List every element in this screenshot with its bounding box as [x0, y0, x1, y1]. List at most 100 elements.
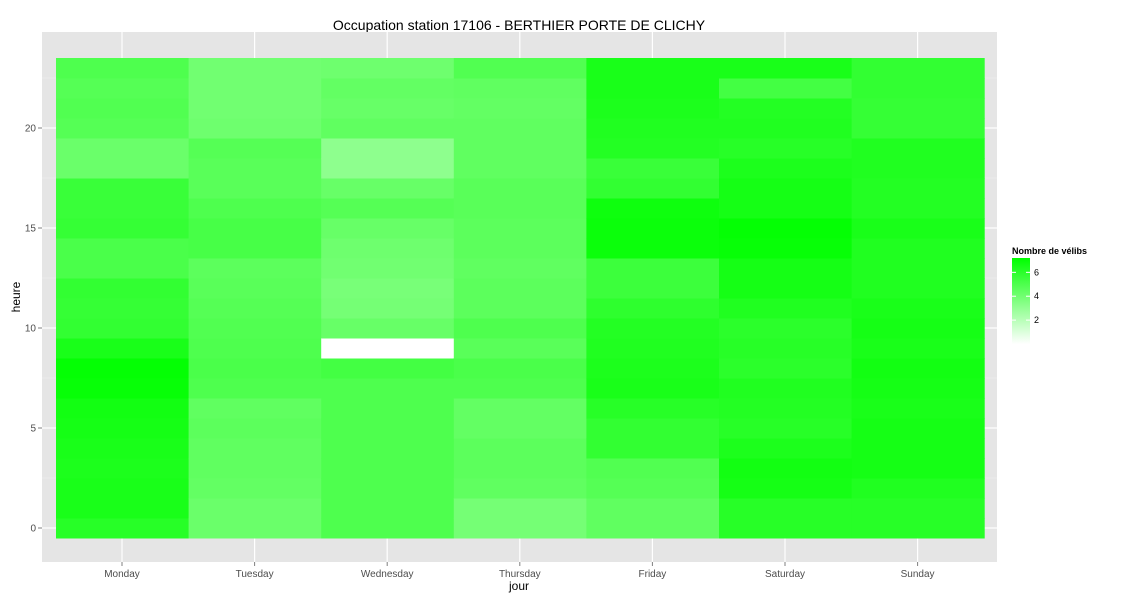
heatmap-tile — [453, 498, 587, 519]
heatmap-tile — [586, 278, 720, 299]
heatmap-tile — [851, 238, 985, 259]
heatmap-tile — [56, 418, 190, 439]
legend-ticks: 2 4 6 — [1012, 267, 1039, 325]
heatmap-tile — [56, 478, 190, 499]
heatmap-tile — [719, 278, 853, 299]
heatmap-tile — [188, 258, 322, 279]
heatmap-tile — [56, 218, 190, 239]
heatmap-tile — [586, 318, 720, 339]
chart-title: Occupation station 17106 - BERTHIER PORT… — [333, 17, 706, 33]
heatmap-tile — [851, 278, 985, 299]
heatmap-tile — [321, 238, 455, 259]
heatmap-tile — [56, 198, 190, 219]
heatmap-tile — [851, 358, 985, 379]
heatmap-tile — [56, 278, 190, 299]
heatmap-tile — [321, 138, 455, 159]
heatmap-tile — [719, 318, 853, 339]
heatmap-tile — [851, 438, 985, 459]
heatmap-tile — [719, 198, 853, 219]
heatmap-tile — [453, 218, 587, 239]
heatmap-tile — [851, 158, 985, 179]
heatmap-tile — [851, 498, 985, 519]
heatmap-tile — [188, 78, 322, 99]
y-tick-label: 15 — [25, 224, 37, 235]
heatmap-tile — [719, 118, 853, 139]
heatmap-tile — [719, 178, 853, 199]
heatmap-tile — [188, 98, 322, 119]
heatmap-tile — [453, 458, 587, 479]
heatmap-tile — [321, 338, 455, 359]
heatmap-tile — [321, 58, 455, 79]
heatmap-tile — [851, 378, 985, 399]
heatmap-tile — [188, 178, 322, 199]
heatmap-tile — [719, 358, 853, 379]
y-tick-label: 10 — [25, 324, 37, 335]
heatmap-tile — [56, 338, 190, 359]
x-axis-ticks: Monday Tuesday Wednesday Thursday Friday Satu… — [104, 562, 935, 580]
heatmap-tile — [586, 438, 720, 459]
heatmap-tile — [719, 238, 853, 259]
heatmap-tile — [56, 458, 190, 479]
heatmap-tile — [188, 498, 322, 519]
heatmap-tile — [321, 158, 455, 179]
heatmap-tile — [188, 358, 322, 379]
heatmap-tile — [321, 478, 455, 499]
heatmap-tile — [188, 398, 322, 419]
heatmap-tile — [56, 58, 190, 79]
heatmap-tile — [453, 398, 587, 419]
heatmap-tile — [719, 398, 853, 419]
heatmap-tile — [586, 478, 720, 499]
heatmap-tile — [851, 138, 985, 159]
heatmap-tile — [719, 298, 853, 319]
heatmap-tile — [586, 378, 720, 399]
heatmap-tile — [453, 278, 587, 299]
heatmap-tile — [188, 458, 322, 479]
heatmap-tile — [188, 238, 322, 259]
x-tick-label: Wednesday — [361, 569, 414, 580]
heatmap-tile — [586, 458, 720, 479]
heatmap-tile — [453, 258, 587, 279]
heatmap-tile — [321, 78, 455, 99]
heatmap-tile — [851, 218, 985, 239]
heatmap-tile — [56, 378, 190, 399]
heatmap-tile — [719, 418, 853, 439]
heatmap-tile — [586, 418, 720, 439]
heatmap-tile — [321, 498, 455, 519]
heatmap-tile — [188, 278, 322, 299]
heatmap-tiles — [56, 58, 985, 539]
heatmap-tile — [321, 378, 455, 399]
heatmap-tile — [719, 78, 853, 99]
heatmap-tile — [56, 98, 190, 119]
heatmap-tile — [188, 198, 322, 219]
heatmap-tile — [453, 318, 587, 339]
heatmap-tile — [188, 518, 322, 539]
heatmap-tile — [851, 338, 985, 359]
heatmap-tile — [453, 438, 587, 459]
heatmap-tile — [586, 58, 720, 79]
heatmap-tile — [586, 398, 720, 419]
heatmap-tile — [719, 498, 853, 519]
legend-title: Nombre de vélibs — [1012, 246, 1087, 256]
heatmap-tile — [56, 518, 190, 539]
heatmap-tile — [453, 358, 587, 379]
heatmap-tile — [586, 158, 720, 179]
heatmap-tile — [321, 418, 455, 439]
heatmap-tile — [321, 218, 455, 239]
heatmap-tile — [851, 58, 985, 79]
heatmap-tile — [56, 398, 190, 419]
heatmap-tile — [851, 518, 985, 539]
heatmap-tile — [321, 398, 455, 419]
heatmap-tile — [453, 518, 587, 539]
legend-colorbar — [1012, 258, 1030, 344]
heatmap-tile — [321, 98, 455, 119]
heatmap-tile — [453, 78, 587, 99]
heatmap-tile — [851, 118, 985, 139]
heatmap-tile — [321, 318, 455, 339]
heatmap-tile — [453, 198, 587, 219]
heatmap-tile — [56, 438, 190, 459]
heatmap-tile — [56, 178, 190, 199]
heatmap-tile — [719, 478, 853, 499]
heatmap-tile — [453, 98, 587, 119]
legend-tick-label: 6 — [1034, 267, 1039, 277]
